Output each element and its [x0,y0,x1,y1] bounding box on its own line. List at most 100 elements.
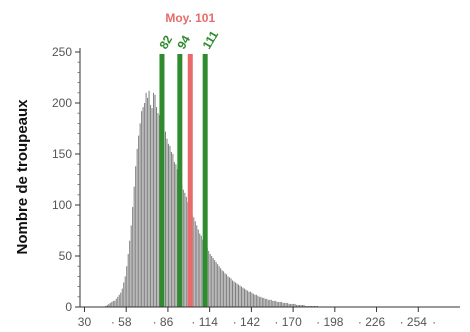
histogram-bar [297,304,299,307]
histogram-bar [227,276,229,307]
histogram-bar [211,256,213,307]
histogram-bar [285,302,287,307]
histogram-bar [258,296,260,307]
histogram-bar [145,92,147,307]
histogram-bar [312,305,314,307]
histogram-bar [310,305,313,307]
histogram-bar [306,305,308,307]
y-tick-label: 100 [52,198,72,212]
y-axis-label: Nombre de troupeaux [14,99,31,255]
histogram-bar [284,302,286,307]
reference-line [159,54,165,307]
reference-label: 94 [174,33,193,52]
histogram-bar [300,304,302,307]
histogram-bar [109,302,111,307]
histogram-bar [302,304,304,307]
histogram-bar [233,281,235,307]
reference-line [177,54,183,307]
histogram-bar [156,107,158,307]
histogram-bar [215,262,217,307]
reference-line [187,54,193,307]
histogram-bar [243,288,245,307]
histogram-bar [299,304,301,307]
histogram-bar [136,148,138,307]
x-tick-label: · 254 [400,315,428,329]
x-tick-label: · 58 [111,315,132,329]
histogram-bar [242,287,244,307]
histogram-bar [278,301,280,307]
histogram-bar [254,294,256,307]
histogram-bar [142,107,144,307]
histogram-bar [230,278,232,307]
histogram-bar [293,303,295,307]
histogram-bar [154,94,156,307]
histogram-bar [315,305,317,307]
histogram-bar [263,297,265,307]
histogram-bar [106,304,108,307]
histogram-bar [218,266,220,307]
histogram-bar [170,151,172,307]
histogram-bar [273,300,275,307]
histogram-bar [148,90,150,307]
x-tick-label: · [432,315,436,329]
histogram-bar [150,105,152,307]
x-tick-label: · 198 [316,315,344,329]
histogram-bar [217,264,219,307]
histogram-bar [223,271,225,307]
axes-group: 0 50 100 150 200 250 30 · 58 · 86 · 114 · 142 · 170… [52,45,460,329]
histogram-bar [287,302,289,307]
x-tick-label: · 226 [358,315,386,329]
histogram-bar [197,229,199,307]
histogram-bar [114,300,116,307]
histogram-bar [132,207,134,307]
histogram-bar [229,277,231,307]
histogram-bar [252,293,254,307]
histogram-bar [255,294,257,307]
histogram-bar [164,131,166,307]
histogram-bar [234,282,237,307]
histogram-bar [237,284,239,307]
histogram-bar [251,292,253,307]
histogram-bar [246,290,248,307]
reference-line [202,54,208,307]
histogram-bar [282,302,284,307]
histogram-bar [123,282,125,307]
x-tick-label: · 114 [191,315,218,329]
histogram-bar [240,286,242,307]
histogram-bar [153,92,155,307]
histogram-bar [118,294,120,307]
histogram-bar [266,298,268,307]
histogram-bar [167,143,169,307]
histogram-bar [309,305,311,307]
histogram-bar [200,235,202,307]
y-tick-label: 50 [59,249,73,263]
histogram-bar [166,138,168,307]
histogram-bar [296,304,298,307]
histogram-bar [173,162,175,307]
histogram-bar [288,303,290,307]
y-tick-label: 200 [52,96,72,110]
histogram-bar [120,292,122,307]
histogram-bar [129,240,131,307]
histogram-bar [199,233,201,307]
histogram-bar [117,296,119,307]
histogram-bar [275,300,277,307]
histogram-bar [264,298,266,307]
histogram-bar [226,274,228,307]
histogram-bar [126,266,128,307]
histogram-bar [157,113,159,307]
histogram-bar [270,299,272,307]
histogram-bar [220,268,222,307]
histogram-bar [245,289,247,307]
histogram-bar [305,305,307,307]
histogram-bar [193,217,195,307]
histogram-bar [196,225,198,307]
histogram-bar [303,304,305,307]
histogram-bar [194,221,196,307]
x-tick-label: · 170 [274,315,302,329]
histogram-bar [279,301,281,307]
histogram-bar [144,103,146,307]
histogram-bar [224,273,226,307]
histogram-bar [124,276,126,307]
bars-group [105,90,318,308]
